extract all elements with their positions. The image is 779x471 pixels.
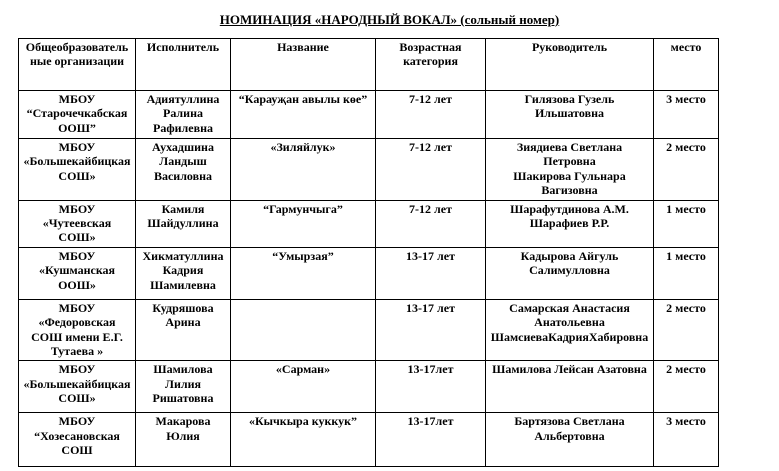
- cell-song: «Сарман»: [230, 360, 376, 414]
- table-row: МБОУ «Чутеевская СОШ» Камиля Шайдуллина …: [18, 199, 719, 248]
- table-row: МБОУ «Федоровская СОШ имени Е.Г. Тутаева…: [18, 298, 719, 362]
- cell-age: 13-17лет: [375, 360, 486, 414]
- cell-age: 7-12 лет: [375, 90, 486, 139]
- cell-place: 3 место: [653, 90, 719, 139]
- cell-org: МБОУ “Старочечкабская ООШ”: [18, 90, 136, 139]
- cell-org: МБОУ «Чутеевская СОШ»: [18, 199, 136, 248]
- table-row: МБОУ «Большекайбицкая СОШ» Шамилова Лили…: [18, 360, 719, 414]
- cell-leader: Самарская Анастасия Анатольевна Шамсиева…: [485, 298, 654, 362]
- cell-place: 2 место: [653, 298, 719, 362]
- table-row: МБОУ “Хозесановская СОШ Макарова Юлия «К…: [18, 412, 719, 468]
- cell-org: МБОУ «Большекайбицкая СОШ»: [18, 138, 136, 201]
- table-body: МБОУ “Старочечкабская ООШ” Адиятуллина Р…: [18, 90, 719, 468]
- cell-leader: Гилязова Гузель Ильшатовна: [485, 90, 654, 139]
- cell-org: МБОУ «Большекайбицкая СОШ»: [18, 360, 136, 414]
- cell-leader: Шарафутдинова А.М. Шарафиев Р.Р.: [485, 199, 654, 248]
- results-table: Общеобразовательные организации Исполнит…: [18, 38, 719, 468]
- header-place: место: [653, 38, 719, 91]
- cell-performer: Адиятуллина Ралина Рафилевна: [135, 90, 231, 139]
- cell-place: 2 место: [653, 138, 719, 201]
- table-header: Общеобразовательные организации Исполнит…: [18, 38, 719, 91]
- cell-leader: Шамилова Лейсан Азатовна: [485, 360, 654, 414]
- cell-song: “Умырзая”: [230, 246, 376, 300]
- cell-org: МБОУ «Кушманская ООШ»: [18, 246, 136, 300]
- cell-song: «Зиляйлук»: [230, 138, 376, 201]
- cell-age: 13-17 лет: [375, 246, 486, 300]
- cell-performer: Кудряшова Арина: [135, 298, 231, 362]
- cell-leader: Зиядиева Светлана Петровна Шакирова Гуль…: [485, 138, 654, 201]
- cell-leader: Бартязова Светлана Альбертовна: [485, 412, 654, 468]
- table-row: МБОУ “Старочечкабская ООШ” Адиятуллина Р…: [18, 90, 719, 139]
- cell-performer: Аухадшина Ландыш Василовна: [135, 138, 231, 201]
- cell-place: 1 место: [653, 246, 719, 300]
- header-leader: Руководитель: [485, 38, 654, 91]
- header-song: Название: [230, 38, 376, 91]
- cell-performer: Шамилова Лилия Ришатовна: [135, 360, 231, 414]
- cell-song: “Карауҗан авылы көе”: [230, 90, 376, 139]
- cell-place: 1 место: [653, 199, 719, 248]
- header-performer: Исполнитель: [135, 38, 231, 91]
- cell-org: МБОУ “Хозесановская СОШ: [18, 412, 136, 468]
- table-row: МБОУ «Кушманская ООШ» Хикматуллина Кадри…: [18, 246, 719, 300]
- cell-song: “Гармунчыга”: [230, 199, 376, 248]
- cell-leader: Кадырова Айгуль Салимулловна: [485, 246, 654, 300]
- header-org: Общеобразовательные организации: [18, 38, 136, 91]
- cell-age: 7-12 лет: [375, 199, 486, 248]
- header-age: Возрастная категория: [375, 38, 486, 91]
- cell-age: 13-17 лет: [375, 298, 486, 362]
- cell-org: МБОУ «Федоровская СОШ имени Е.Г. Тутаева…: [18, 298, 136, 362]
- cell-age: 13-17лет: [375, 412, 486, 468]
- cell-age: 7-12 лет: [375, 138, 486, 201]
- table-row: МБОУ «Большекайбицкая СОШ» Аухадшина Лан…: [18, 138, 719, 201]
- cell-performer: Хикматуллина Кадрия Шамилевна: [135, 246, 231, 300]
- header-row: Общеобразовательные организации Исполнит…: [18, 38, 719, 91]
- page-title: НОМИНАЦИЯ «НАРОДНЫЙ ВОКАЛ» (сольный номе…: [219, 12, 560, 27]
- cell-song: [230, 298, 376, 362]
- cell-performer: Камиля Шайдуллина: [135, 199, 231, 248]
- cell-place: 2 место: [653, 360, 719, 414]
